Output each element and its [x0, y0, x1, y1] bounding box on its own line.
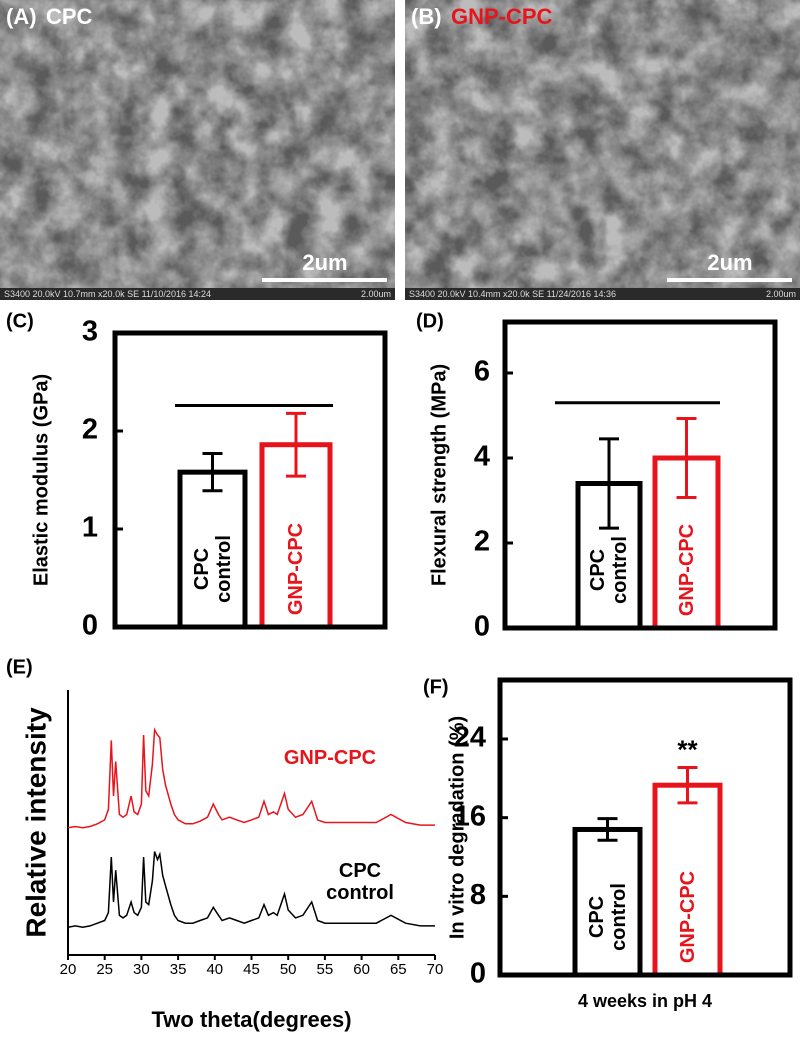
x-tick-label: 65 — [390, 961, 407, 978]
panel-label: (C) — [6, 310, 34, 332]
info-text: S3400 20.0kV 10.4mm x20.0k SE 11/24/2016… — [409, 289, 616, 299]
sem-texture — [405, 0, 800, 300]
panel-label: (A) — [6, 4, 37, 29]
y-axis-label: Elastic modulus (GPa) — [30, 374, 52, 586]
panel-label: (E) — [6, 656, 33, 678]
x-tick-label: 60 — [353, 961, 370, 978]
category-label: GNP-CPC — [675, 523, 698, 617]
x-tick-label: 20 — [60, 961, 77, 978]
annotation: ** — [677, 734, 698, 764]
plot-frame — [112, 330, 388, 630]
y-tick-label: 24 — [454, 722, 486, 754]
info-text: S3400 20.0kV 10.7mm x20.0k SE 11/10/2016… — [4, 289, 211, 299]
info-scale: 2.00um — [766, 289, 796, 299]
error-bar — [597, 817, 618, 842]
info-scale: 2.00um — [361, 289, 391, 299]
category-label: CPC control — [585, 883, 630, 951]
y-tick-label: 1 — [82, 512, 98, 544]
scale-bar-label: 2um — [707, 250, 752, 275]
x-tick-label: 35 — [170, 961, 187, 978]
y-tick-label: 4 — [474, 441, 490, 473]
x-tick-label: 40 — [206, 961, 223, 978]
x-tick-label: 30 — [133, 961, 150, 978]
x-tick-label: 50 — [280, 961, 297, 978]
y-axis-label: In vitro degradation (%) — [446, 716, 468, 939]
y-tick-label: 2 — [474, 526, 490, 558]
error-bar — [599, 437, 619, 530]
x-tick-label: 55 — [317, 961, 334, 978]
y-tick-label: 0 — [470, 958, 486, 990]
x-tick-label: 70 — [427, 961, 444, 978]
series-line — [67, 851, 435, 928]
panel-label: (B) — [411, 4, 442, 29]
panel-title: GNP-CPC — [451, 4, 553, 29]
y-axis-label: Relative intensity — [20, 707, 51, 938]
category-label: GNP-CPC — [285, 522, 307, 616]
x-tick-label: 25 — [96, 961, 113, 978]
category-label: GNP-CPC — [676, 870, 699, 964]
y-tick-label: 2 — [82, 414, 98, 446]
plot-frame — [497, 677, 793, 978]
series-label: CPC control — [326, 860, 394, 904]
y-tick-label: 3 — [82, 316, 98, 348]
y-tick-label: 6 — [474, 356, 490, 388]
x-axis-label: 4 weeks in pH 4 — [578, 991, 712, 1011]
y-tick-label: 0 — [82, 610, 98, 642]
y-tick-label: 8 — [470, 879, 486, 911]
panel-label: (D) — [416, 310, 444, 332]
y-tick-label: 16 — [454, 800, 486, 832]
category-label: CPC control — [587, 536, 631, 604]
plot-frame — [502, 319, 778, 631]
info-strip — [0, 288, 395, 300]
error-bar — [202, 452, 223, 493]
y-axis-label: Flexural strength (MPa) — [428, 364, 450, 586]
panel-title: CPC — [46, 4, 93, 29]
error-bar — [677, 766, 698, 805]
series-line — [67, 727, 435, 829]
x-axis-label: Two theta(degrees) — [151, 1007, 351, 1032]
sem-texture — [0, 0, 395, 300]
y-tick-label: 0 — [474, 611, 490, 643]
x-tick-label: 45 — [243, 961, 260, 978]
error-bar — [676, 416, 697, 500]
series-label: GNP-CPC — [283, 747, 377, 769]
scale-bar-label: 2um — [302, 250, 347, 275]
error-bar — [286, 411, 306, 478]
panel-label: (F) — [423, 676, 449, 698]
category-label: CPC control — [190, 535, 235, 603]
info-strip — [405, 288, 800, 300]
bar — [177, 469, 248, 630]
